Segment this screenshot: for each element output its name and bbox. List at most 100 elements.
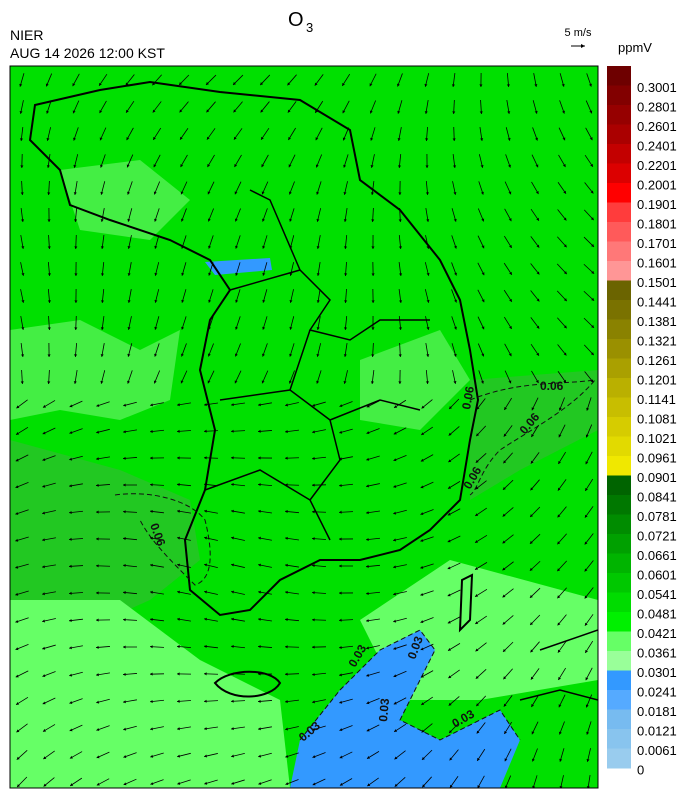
wind-arrow-head	[100, 191, 104, 195]
wind-arrow-head	[69, 431, 73, 434]
wind-arrow-head	[502, 567, 506, 571]
wind-arrow-head	[231, 456, 234, 460]
wind-arrow-head	[231, 644, 234, 649]
wind-arrow-head	[180, 191, 184, 195]
wind-arrow-head	[370, 381, 374, 384]
wind-arrow-head	[480, 138, 484, 141]
wind-arrow-head	[475, 459, 479, 463]
field-patch	[10, 440, 200, 650]
wind-arrow-head	[312, 727, 316, 731]
wind-arrow-head	[258, 754, 262, 758]
wind-arrow-head	[204, 536, 208, 540]
wind-arrow-head	[451, 84, 455, 87]
contour-label: 0.06	[540, 379, 564, 393]
wind-arrow-head	[285, 510, 288, 514]
wind-arrow-head	[394, 405, 398, 408]
wind-arrow-head	[344, 327, 348, 330]
wind-arrow-head	[289, 299, 293, 303]
wind-arrow-head	[398, 165, 402, 168]
wind-arrow-head	[312, 618, 315, 622]
wind-arrow-head	[234, 380, 238, 384]
wind-arrow-head	[475, 486, 479, 490]
wind-arrow-head	[398, 192, 402, 195]
wind-arrow-head	[207, 380, 211, 384]
colorbar-segment	[607, 85, 631, 106]
wind-arrow-head	[447, 539, 451, 543]
wind-arrow-head	[504, 406, 507, 410]
wind-arrow-head	[204, 699, 207, 703]
wind-arrow-head	[558, 731, 562, 735]
wind-arrow-head	[476, 433, 480, 437]
wind-arrow-head	[366, 673, 370, 677]
wind-arrow-head	[204, 727, 207, 731]
wind-arrow-head	[96, 510, 99, 514]
wind-arrow-head	[208, 272, 212, 276]
wind-arrow-head	[99, 82, 102, 86]
wind-arrow-head	[397, 138, 401, 141]
wind-arrow-head	[420, 620, 424, 624]
wind-arrow-head	[584, 514, 588, 518]
wind-arrow-head	[150, 590, 153, 594]
wind-arrow-head	[21, 300, 25, 303]
colorbar-segment	[607, 144, 631, 164]
wind-arrow-head	[366, 728, 370, 732]
wind-arrow-head	[123, 403, 127, 407]
wind-arrow-head	[557, 568, 561, 572]
colorbar-segment	[607, 397, 631, 418]
wind-arrow-head	[96, 673, 99, 677]
wind-arrow-head	[399, 273, 403, 276]
wind-arrow-head	[448, 647, 452, 651]
wind-arrow-head	[285, 754, 289, 758]
wind-arrow-head	[312, 456, 315, 461]
colorbar-label: 0.0181	[637, 704, 677, 719]
wind-arrow-head	[100, 164, 103, 168]
wind-arrow-head	[47, 381, 51, 384]
contour-label: 0.06	[459, 385, 477, 411]
colorbar-label: 0.2601	[637, 119, 677, 134]
wind-arrow-head	[177, 563, 180, 567]
wind-arrow-head	[258, 699, 261, 703]
wind-arrow-head	[70, 783, 74, 786]
coastline	[519, 629, 598, 701]
wind-arrow-head	[475, 540, 479, 543]
wind-arrow-head	[289, 353, 293, 357]
wind-arrow-head	[15, 538, 19, 542]
wind-arrow-head	[262, 299, 266, 303]
colorbar-segment	[607, 241, 631, 262]
wind-arrow-head	[504, 730, 508, 734]
wind-arrow-head	[69, 701, 73, 704]
wind-arrow-head	[420, 538, 424, 542]
wind-arrow-head	[591, 324, 594, 328]
colorbar-label: 0.0421	[637, 626, 677, 641]
wind-arrow-head	[99, 110, 103, 114]
wind-arrow-head	[481, 272, 485, 276]
wind-arrow-head	[397, 110, 401, 114]
wind-arrow-head	[369, 83, 373, 87]
wind-arrow-head	[589, 137, 593, 141]
colorbar-segment	[607, 514, 631, 535]
colorbar-segment	[607, 748, 631, 769]
wind-arrow-head	[285, 645, 288, 649]
wind-arrow-head	[150, 699, 153, 704]
wind-arrow-head	[46, 165, 50, 168]
wind-arrow-head	[127, 300, 131, 303]
wind-arrow-head	[476, 703, 480, 707]
wind-arrow-head	[204, 482, 207, 487]
wind-arrow-head	[502, 513, 506, 517]
wind-arrow-head	[563, 190, 566, 194]
wind-arrow-head	[425, 192, 429, 195]
wind-arrow-head	[150, 782, 154, 785]
wind-arrow-head	[371, 246, 375, 249]
colorbar-label: 0.0121	[637, 723, 677, 738]
wind-arrow-head	[100, 380, 104, 384]
wind-arrow-head	[231, 590, 234, 594]
wind-arrow-head	[529, 540, 533, 544]
wind-arrow-head	[154, 326, 158, 330]
wind-arrow-head	[47, 327, 51, 330]
wind-arrow-head	[563, 325, 567, 329]
colorbar-label: 0.1081	[637, 411, 677, 426]
wind-arrow-head	[204, 590, 208, 594]
wind-arrow-head	[312, 483, 315, 487]
wind-arrow-head	[557, 649, 561, 653]
wind-arrow-head	[126, 137, 130, 141]
